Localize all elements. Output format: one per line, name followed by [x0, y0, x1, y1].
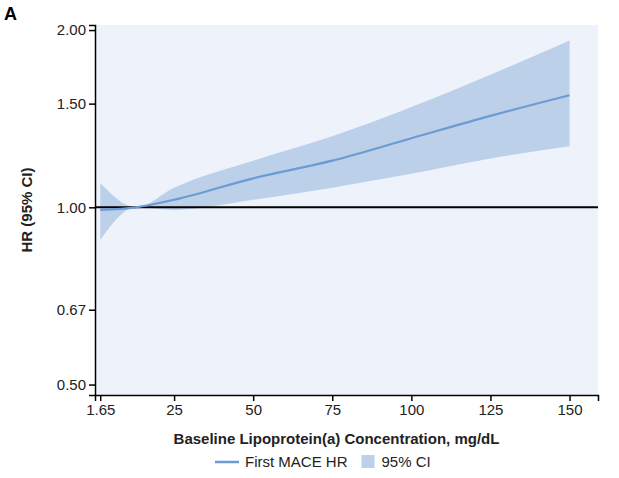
tick-mark	[89, 309, 95, 311]
tick-label: 0.50	[57, 376, 86, 393]
y-axis: 0.50 0.67 1.00 1.50 2.00	[57, 21, 96, 395]
tick: 2.00	[57, 21, 95, 38]
tick-label: 2.00	[57, 21, 86, 38]
tick: 100	[399, 395, 424, 418]
legend: First MACE HR 95% CI	[215, 453, 431, 470]
chart: 1.65 25 50 75 100 125 150 0.50 0.67 1.00 1.50 2.00 A…	[0, 0, 619, 478]
tick-label: 50	[245, 401, 262, 418]
legend-label: 95% CI	[382, 453, 431, 470]
tick: 125	[478, 395, 503, 418]
legend-label: First MACE HR	[245, 453, 348, 470]
tick: 1.50	[57, 95, 95, 112]
tick-label: 0.67	[57, 301, 86, 318]
tick: 150	[558, 395, 583, 418]
tick-label: 1.00	[57, 199, 86, 216]
tick: 50	[245, 395, 262, 418]
ci-band	[100, 41, 569, 240]
tick-label: 125	[478, 401, 503, 418]
plot-background	[95, 25, 598, 395]
tick-label: 100	[399, 401, 424, 418]
legend-swatch	[362, 455, 375, 468]
legend-swatch	[215, 461, 239, 464]
tick: 1.00	[57, 199, 95, 216]
reference-line	[95, 206, 598, 208]
tick-label: 1.50	[57, 95, 86, 112]
tick-label: 1.65	[86, 401, 115, 418]
tick: 0.50	[57, 376, 95, 393]
tick-mark	[89, 103, 95, 105]
tick-mark	[89, 384, 95, 386]
tick: 0.67	[57, 301, 95, 318]
tick-label: 75	[324, 401, 341, 418]
y-axis-title: HR (95% CI)	[18, 167, 35, 252]
tick: 75	[324, 395, 341, 418]
tick-mark	[89, 30, 95, 32]
tick-mark	[89, 207, 95, 209]
hr-line	[100, 95, 569, 210]
panel-label: A	[4, 4, 17, 24]
axis-line	[89, 26, 96, 396]
tick-label: 25	[166, 401, 183, 418]
x-axis-title: Baseline Lipoprotein(a) Concentration, m…	[174, 430, 500, 447]
tick: 25	[166, 395, 183, 418]
plot-marks	[95, 41, 598, 240]
tick: 1.65	[86, 395, 115, 418]
tick-label: 150	[558, 401, 583, 418]
x-axis: 1.65 25 50 75 100 125 150	[86, 395, 598, 418]
